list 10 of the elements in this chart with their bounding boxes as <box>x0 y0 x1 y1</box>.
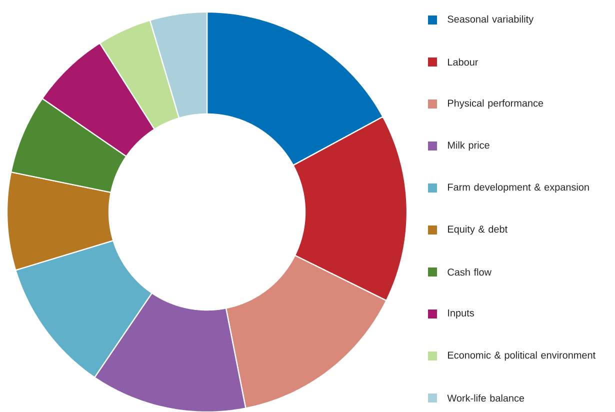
legend-label: Milk price <box>448 141 490 151</box>
legend-label: Cash flow <box>448 268 492 276</box>
legend-label: Physical performance <box>448 99 544 109</box>
legend-label: Work-life balance <box>447 394 524 402</box>
legend-label: Farm development & expansion <box>448 183 589 193</box>
legend-label: Seasonal variability <box>448 15 534 25</box>
legend-label: Labour <box>448 58 478 66</box>
legend-label: Economic & political environment <box>448 351 596 361</box>
legend-label: Inputs <box>448 310 474 318</box>
legend-label: Equity & debt <box>448 225 508 235</box>
